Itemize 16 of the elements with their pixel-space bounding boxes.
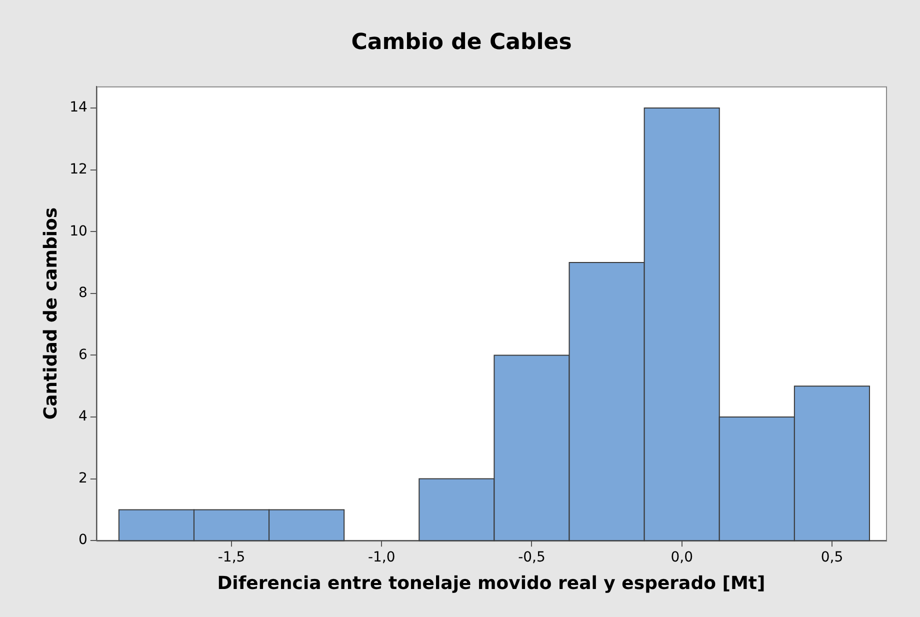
- y-tick-label: 12: [70, 161, 88, 178]
- x-tick-label: 0,5: [820, 550, 844, 566]
- y-tick-label: 4: [78, 408, 88, 425]
- chart-title: Cambio de Cables: [351, 30, 572, 55]
- x-tick-label: -1,0: [368, 550, 396, 566]
- y-tick-label: 14: [70, 100, 88, 116]
- x-tick-label: -1,5: [218, 550, 246, 566]
- y-axis-title: Cantidad de cambios: [40, 207, 62, 420]
- x-tick-label: 0,0: [670, 550, 693, 566]
- y-tick-label: 10: [70, 223, 88, 240]
- x-axis-title: Diferencia entre tonelaje movido real y esperado [Mt]: [217, 572, 766, 594]
- y-tick-label: 2: [78, 470, 88, 486]
- x-tick-label: -0,5: [518, 550, 546, 566]
- y-tick-label: 0: [78, 532, 88, 548]
- y-tick-label: 8: [78, 285, 88, 302]
- y-tick-label: 6: [78, 346, 88, 363]
